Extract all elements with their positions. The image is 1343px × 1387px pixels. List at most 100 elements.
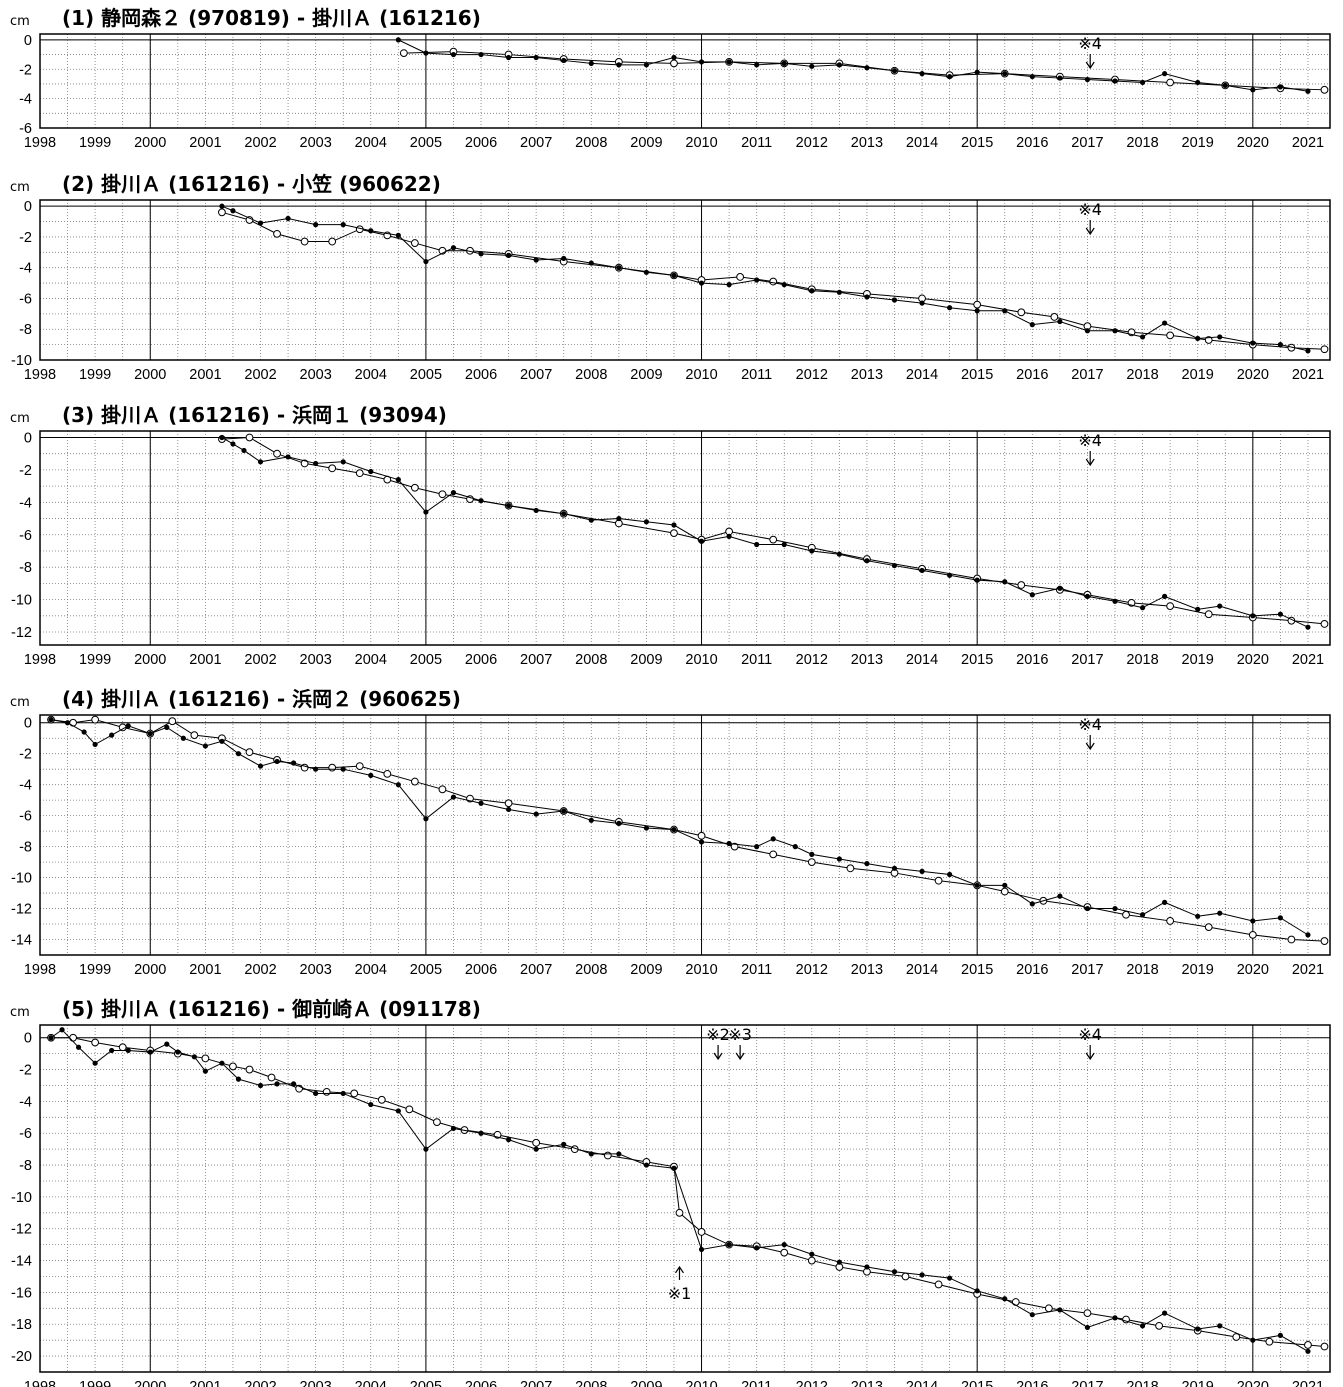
data-point-filled — [1029, 901, 1035, 907]
data-point-filled — [1084, 905, 1091, 912]
data-point-filled — [235, 1076, 242, 1082]
data-point-open — [245, 748, 254, 757]
data-point-filled — [175, 1049, 181, 1055]
data-point-filled — [588, 817, 594, 823]
data-point-filled — [809, 1251, 815, 1257]
data-point-filled — [1250, 87, 1256, 93]
data-point-filled — [395, 477, 401, 483]
x-tick-label: 1999 — [79, 962, 111, 978]
x-tick-label: 2021 — [1292, 135, 1324, 151]
data-point-open — [1265, 1337, 1274, 1346]
y-tick-label: -14 — [11, 1254, 32, 1270]
data-point-filled — [1217, 910, 1223, 916]
data-point-filled — [919, 1272, 925, 1278]
x-tick-label: 2012 — [796, 962, 828, 978]
data-point-filled — [864, 1264, 870, 1270]
data-point-open — [245, 433, 254, 442]
x-tick-label: 2015 — [961, 367, 993, 383]
data-point-open — [697, 1228, 706, 1236]
data-point-open — [410, 777, 419, 786]
x-tick-label: 2019 — [1182, 652, 1214, 668]
data-point-filled — [1139, 912, 1146, 918]
x-tick-label: 2003 — [300, 135, 332, 151]
data-point-open — [1083, 1309, 1092, 1318]
data-point-filled — [1217, 334, 1223, 340]
data-point-open — [355, 762, 364, 770]
data-point-filled — [180, 735, 186, 741]
data-point-filled — [1277, 611, 1283, 617]
data-point-open — [91, 1038, 100, 1047]
data-point-filled — [643, 269, 650, 275]
data-point-filled — [1277, 915, 1283, 921]
y-axis-unit: cm — [10, 411, 30, 426]
data-point-filled — [313, 1090, 319, 1097]
x-tick-label: 2005 — [410, 962, 442, 978]
annotation-arrowhead — [1085, 458, 1095, 467]
data-point-open — [377, 1095, 386, 1104]
data-point-filled — [368, 468, 374, 475]
plot-frame — [39, 1024, 1331, 1373]
x-tick-label: 2004 — [355, 1379, 387, 1387]
data-point-filled — [588, 517, 594, 523]
data-point-filled — [290, 760, 297, 766]
data-point-filled — [792, 844, 798, 850]
x-tick-label: 2020 — [1237, 135, 1269, 151]
chart-title: (5) 掛川Ａ (161216) - 御前崎Ａ (091178) — [62, 997, 481, 1021]
data-point-filled — [75, 1044, 82, 1050]
data-point-filled — [202, 1068, 208, 1074]
x-tick-label: 2017 — [1071, 652, 1103, 668]
data-point-filled — [1084, 328, 1091, 334]
x-tick-label: 2015 — [961, 135, 993, 151]
data-point-filled — [671, 826, 677, 833]
x-tick-label: 2002 — [244, 962, 276, 978]
data-point-open — [69, 1033, 77, 1042]
data-point-open — [410, 239, 419, 247]
data-point-filled — [836, 1259, 842, 1265]
data-point-open — [1304, 1341, 1312, 1349]
y-tick-label: -4 — [19, 778, 32, 794]
data-point-filled — [947, 1275, 953, 1281]
data-point-filled — [1112, 905, 1118, 912]
x-tick-label: 2003 — [300, 1379, 332, 1387]
annotation: ※4 — [1078, 1025, 1102, 1061]
data-point-filled — [1305, 348, 1311, 354]
x-tick-label: 2006 — [465, 962, 497, 978]
data-point-filled — [671, 522, 677, 528]
data-point-filled — [1084, 593, 1091, 599]
annotation: ※2 — [706, 1025, 730, 1061]
data-point-filled — [219, 1060, 225, 1066]
data-point-filled — [1002, 882, 1008, 888]
data-point-filled — [505, 502, 512, 509]
x-tick-label: 2015 — [961, 1379, 993, 1387]
y-tick-label: -8 — [19, 840, 32, 856]
data-point-filled — [505, 54, 512, 61]
data-point-filled — [919, 71, 925, 77]
y-tick-label: -6 — [19, 121, 32, 137]
data-point-filled — [864, 558, 870, 564]
data-point-filled — [533, 1146, 539, 1152]
data-point-filled — [505, 806, 512, 813]
x-tick-label: 2000 — [134, 962, 166, 978]
x-tick-label: 2013 — [851, 962, 883, 978]
y-tick-label: -20 — [11, 1349, 32, 1365]
x-tick-label: 2007 — [520, 135, 552, 151]
data-point-filled — [891, 68, 898, 74]
data-point-open — [438, 490, 447, 499]
data-point-filled — [109, 732, 115, 738]
data-point-filled — [423, 1146, 429, 1152]
data-point-filled — [643, 825, 650, 831]
annotation: ※3 — [728, 1025, 752, 1061]
data-point-filled — [450, 51, 457, 58]
x-tick-label: 2015 — [961, 652, 993, 668]
x-tick-label: 2005 — [410, 652, 442, 668]
data-point-filled — [974, 882, 980, 888]
x-tick-label: 2003 — [300, 652, 332, 668]
data-point-filled — [726, 840, 732, 847]
plot-frame — [39, 430, 1331, 646]
data-point-filled — [1195, 79, 1201, 86]
data-point-open — [934, 876, 943, 885]
x-tick-label: 2004 — [355, 652, 387, 668]
grid — [39, 1025, 1330, 1373]
x-tick-label: 2021 — [1292, 367, 1324, 383]
